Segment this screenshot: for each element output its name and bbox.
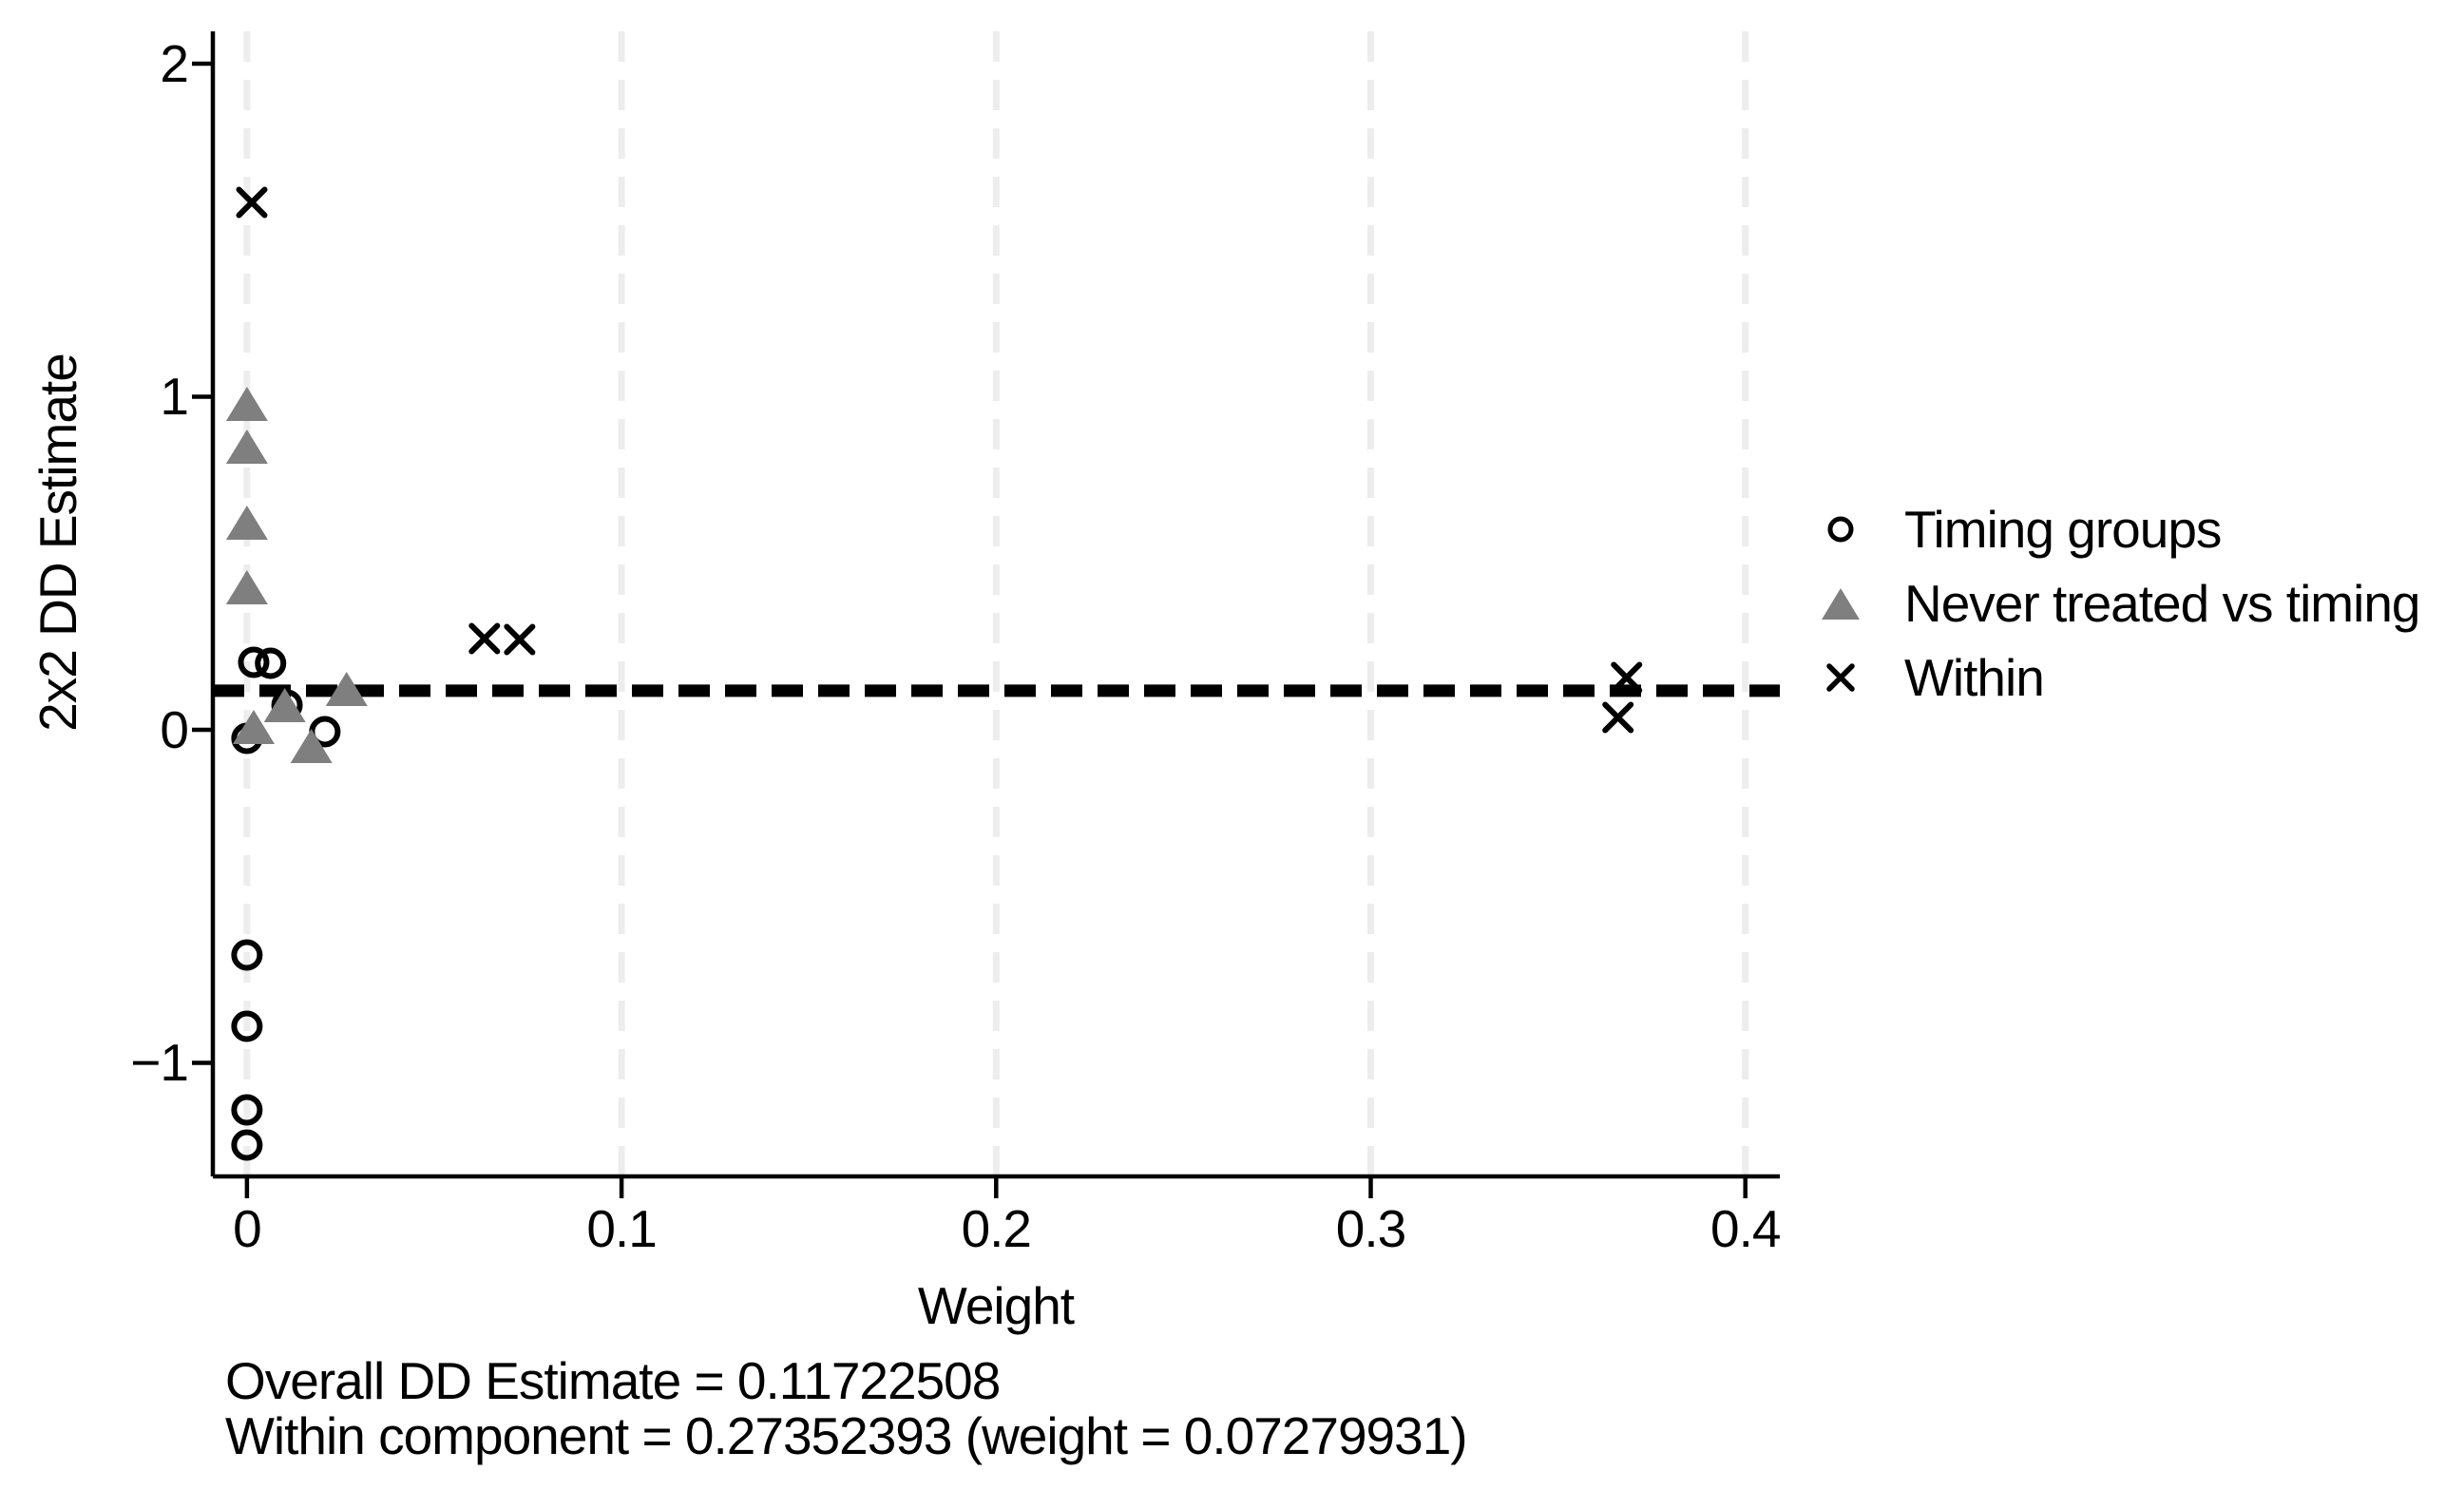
within-point: [236, 186, 268, 219]
x-tick-label: 0.3: [1335, 1199, 1406, 1258]
within-point: [468, 622, 501, 655]
triangle-marker-icon: [1813, 566, 1868, 640]
y-tick-label: 0: [160, 699, 189, 759]
y-axis-title: 2x2 DD Estimate: [29, 353, 87, 732]
never-treated-vs-timing-point: [232, 709, 275, 744]
legend-label-never-treated-vs-timing: Never treated vs timing: [1904, 574, 2420, 633]
legend-label-within: Within: [1904, 648, 2045, 707]
x-axis-title: Weight: [917, 1276, 1075, 1335]
y-tick-label: 2: [160, 33, 189, 93]
note-within-component: Within component = 0.27352393 (weight = …: [225, 1406, 1468, 1465]
timing-groups-point: [231, 939, 263, 971]
y-tick-label: 1: [160, 367, 189, 427]
never-treated-vs-timing-point: [225, 569, 268, 604]
legend-label-timing-groups: Timing groups: [1904, 500, 2222, 559]
figure-notes: Overall DD Estimate = 0.11722508 Within …: [225, 1351, 1468, 1465]
y-tick-label: −1: [130, 1033, 189, 1093]
within-point: [1611, 661, 1643, 694]
circle-marker-icon: [1813, 492, 1868, 566]
never-treated-vs-timing-point: [263, 687, 306, 722]
note-overall-dd-estimate: Overall DD Estimate = 0.11722508: [225, 1351, 1001, 1410]
timing-groups-point: [238, 646, 270, 678]
never-treated-vs-timing-point: [225, 506, 268, 541]
legend-item-timing-groups: Timing groups: [1813, 492, 2420, 566]
never-treated-vs-timing-point: [225, 429, 268, 464]
timing-groups-point: [231, 1129, 263, 1161]
timing-groups-point: [255, 647, 287, 679]
never-treated-vs-timing-point: [225, 386, 268, 421]
legend-item-within: Within: [1813, 640, 2420, 715]
x-marker-icon: [1813, 640, 1868, 715]
x-tick-label: 0.2: [961, 1199, 1032, 1258]
timing-groups-point: [231, 1010, 263, 1042]
never-treated-vs-timing-point: [290, 728, 333, 763]
legend: Timing groups Never treated vs timing Wi…: [1813, 492, 2420, 715]
within-point: [1602, 701, 1634, 734]
legend-item-never-treated-vs-timing: Never treated vs timing: [1813, 566, 2420, 640]
never-treated-vs-timing-point: [325, 671, 368, 706]
x-tick-label: 0: [233, 1199, 262, 1258]
within-point: [504, 623, 536, 656]
x-tick-label: 0.4: [1710, 1199, 1781, 1258]
x-tick-label: 0.1: [586, 1199, 657, 1258]
timing-groups-point: [231, 1094, 263, 1126]
